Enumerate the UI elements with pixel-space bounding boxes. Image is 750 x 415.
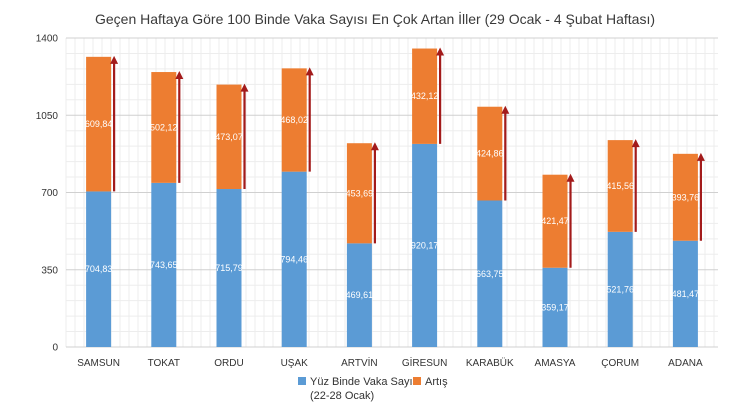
data-label-base: 794,46 xyxy=(280,254,308,264)
increase-arrow-head xyxy=(175,71,184,80)
data-label-increase: 453,69 xyxy=(346,188,374,198)
data-label-increase: 432,12 xyxy=(411,91,439,101)
legend: Yüz Binde Vaka Sayısı (22-28 Ocak) Artış xyxy=(298,376,448,402)
x-tick-label: ÇORUM xyxy=(601,358,639,369)
data-label-increase: 502,12 xyxy=(150,122,178,132)
bar-increase xyxy=(542,174,568,268)
bar-base xyxy=(281,171,307,347)
y-axis: 0 350 700 1050 1400 xyxy=(36,34,59,354)
legend-swatch xyxy=(413,377,421,385)
bar-base xyxy=(216,189,242,347)
bar-increase xyxy=(86,56,112,192)
increase-arrow-head xyxy=(370,142,379,151)
legend-label: Artış xyxy=(425,376,448,388)
increase-arrow-head xyxy=(436,47,445,56)
bar-increase xyxy=(281,68,307,172)
data-label-increase: 421,47 xyxy=(541,216,569,226)
data-labels: 704,83 609,84 743,65 502,12 715,79 473,07 794,… xyxy=(85,91,699,312)
increase-arrow-head xyxy=(566,173,575,182)
x-tick-label: UŞAK xyxy=(281,358,309,369)
data-label-increase: 424,86 xyxy=(476,149,504,159)
legend-label: Yüz Binde Vaka Sayısı xyxy=(310,376,421,388)
data-label-base: 920,17 xyxy=(411,240,439,250)
x-tick-label: AMASYA xyxy=(535,358,576,369)
data-label-increase: 468,02 xyxy=(280,115,308,125)
chart-title: Geçen Haftaya Göre 100 Binde Vaka Sayısı… xyxy=(95,10,655,27)
bar-base xyxy=(672,240,698,347)
x-tick-label: SAMSUN xyxy=(77,358,120,369)
y-tick-label: 1050 xyxy=(36,111,59,122)
data-label-base: 715,79 xyxy=(215,263,243,273)
data-label-increase: 415,56 xyxy=(606,181,634,191)
data-label-increase: 609,84 xyxy=(85,119,113,129)
data-label-base: 521,76 xyxy=(606,284,634,294)
increase-arrow-head xyxy=(501,105,510,114)
bar-base xyxy=(346,243,372,347)
data-label-increase: 473,07 xyxy=(215,132,243,142)
x-tick-label: KARABÜK xyxy=(466,357,514,369)
data-label-increase: 393,76 xyxy=(672,192,700,202)
increase-arrows xyxy=(110,47,705,268)
x-tick-label: ARTVİN xyxy=(341,356,378,369)
increase-arrow-head xyxy=(110,55,119,64)
bar-base xyxy=(412,143,438,347)
bar-increase xyxy=(346,143,372,244)
bar-base xyxy=(607,231,633,347)
increase-arrow-head xyxy=(696,152,705,161)
legend-label: (22-28 Ocak) xyxy=(310,390,374,402)
bar-base xyxy=(477,200,503,347)
bar-increase xyxy=(672,153,698,241)
x-tick-label: GİRESUN xyxy=(402,356,448,369)
bar-increase xyxy=(607,140,633,232)
data-label-base: 663,75 xyxy=(476,269,504,279)
y-tick-label: 700 xyxy=(41,188,58,199)
bar-base xyxy=(151,182,177,347)
bars xyxy=(86,48,698,347)
data-label-base: 469,61 xyxy=(346,290,374,300)
bar-increase xyxy=(412,48,438,144)
data-label-base: 359,17 xyxy=(541,302,569,312)
y-tick-label: 0 xyxy=(52,343,58,354)
y-tick-label: 350 xyxy=(41,265,58,276)
x-tick-label: TOKAT xyxy=(148,358,180,369)
data-label-base: 481,47 xyxy=(672,289,700,299)
bar-increase xyxy=(151,72,177,183)
y-tick-label: 1400 xyxy=(36,34,59,45)
x-tick-label: ADANA xyxy=(668,358,703,369)
x-axis: SAMSUN TOKAT ORDU UŞAK ARTVİN GİRESUN KARABÜK A… xyxy=(77,356,703,369)
bar-base xyxy=(542,267,568,347)
bar-increase xyxy=(477,106,503,201)
bar-increase xyxy=(216,84,242,190)
increase-arrow-head xyxy=(240,83,249,92)
data-label-base: 704,83 xyxy=(85,264,113,274)
data-label-base: 743,65 xyxy=(150,260,178,270)
x-tick-label: ORDU xyxy=(214,358,243,369)
legend-swatch xyxy=(298,377,306,385)
increase-arrow-head xyxy=(631,139,640,148)
increase-arrow-head xyxy=(305,67,314,76)
bar-base xyxy=(86,191,112,347)
